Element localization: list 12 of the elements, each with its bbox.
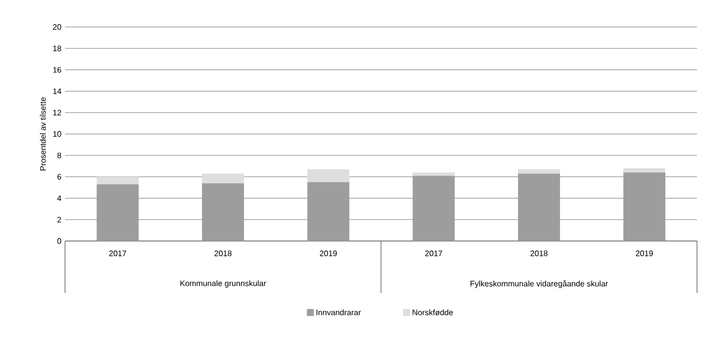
bar	[96, 184, 139, 241]
bar	[307, 182, 350, 241]
bar	[96, 176, 139, 184]
bar	[412, 172, 455, 176]
bar	[623, 168, 666, 173]
bar	[202, 174, 244, 184]
bar	[518, 169, 560, 174]
bar	[307, 169, 350, 182]
bar	[412, 176, 455, 241]
bar	[518, 174, 560, 241]
bar	[202, 183, 244, 241]
bar	[623, 172, 666, 241]
